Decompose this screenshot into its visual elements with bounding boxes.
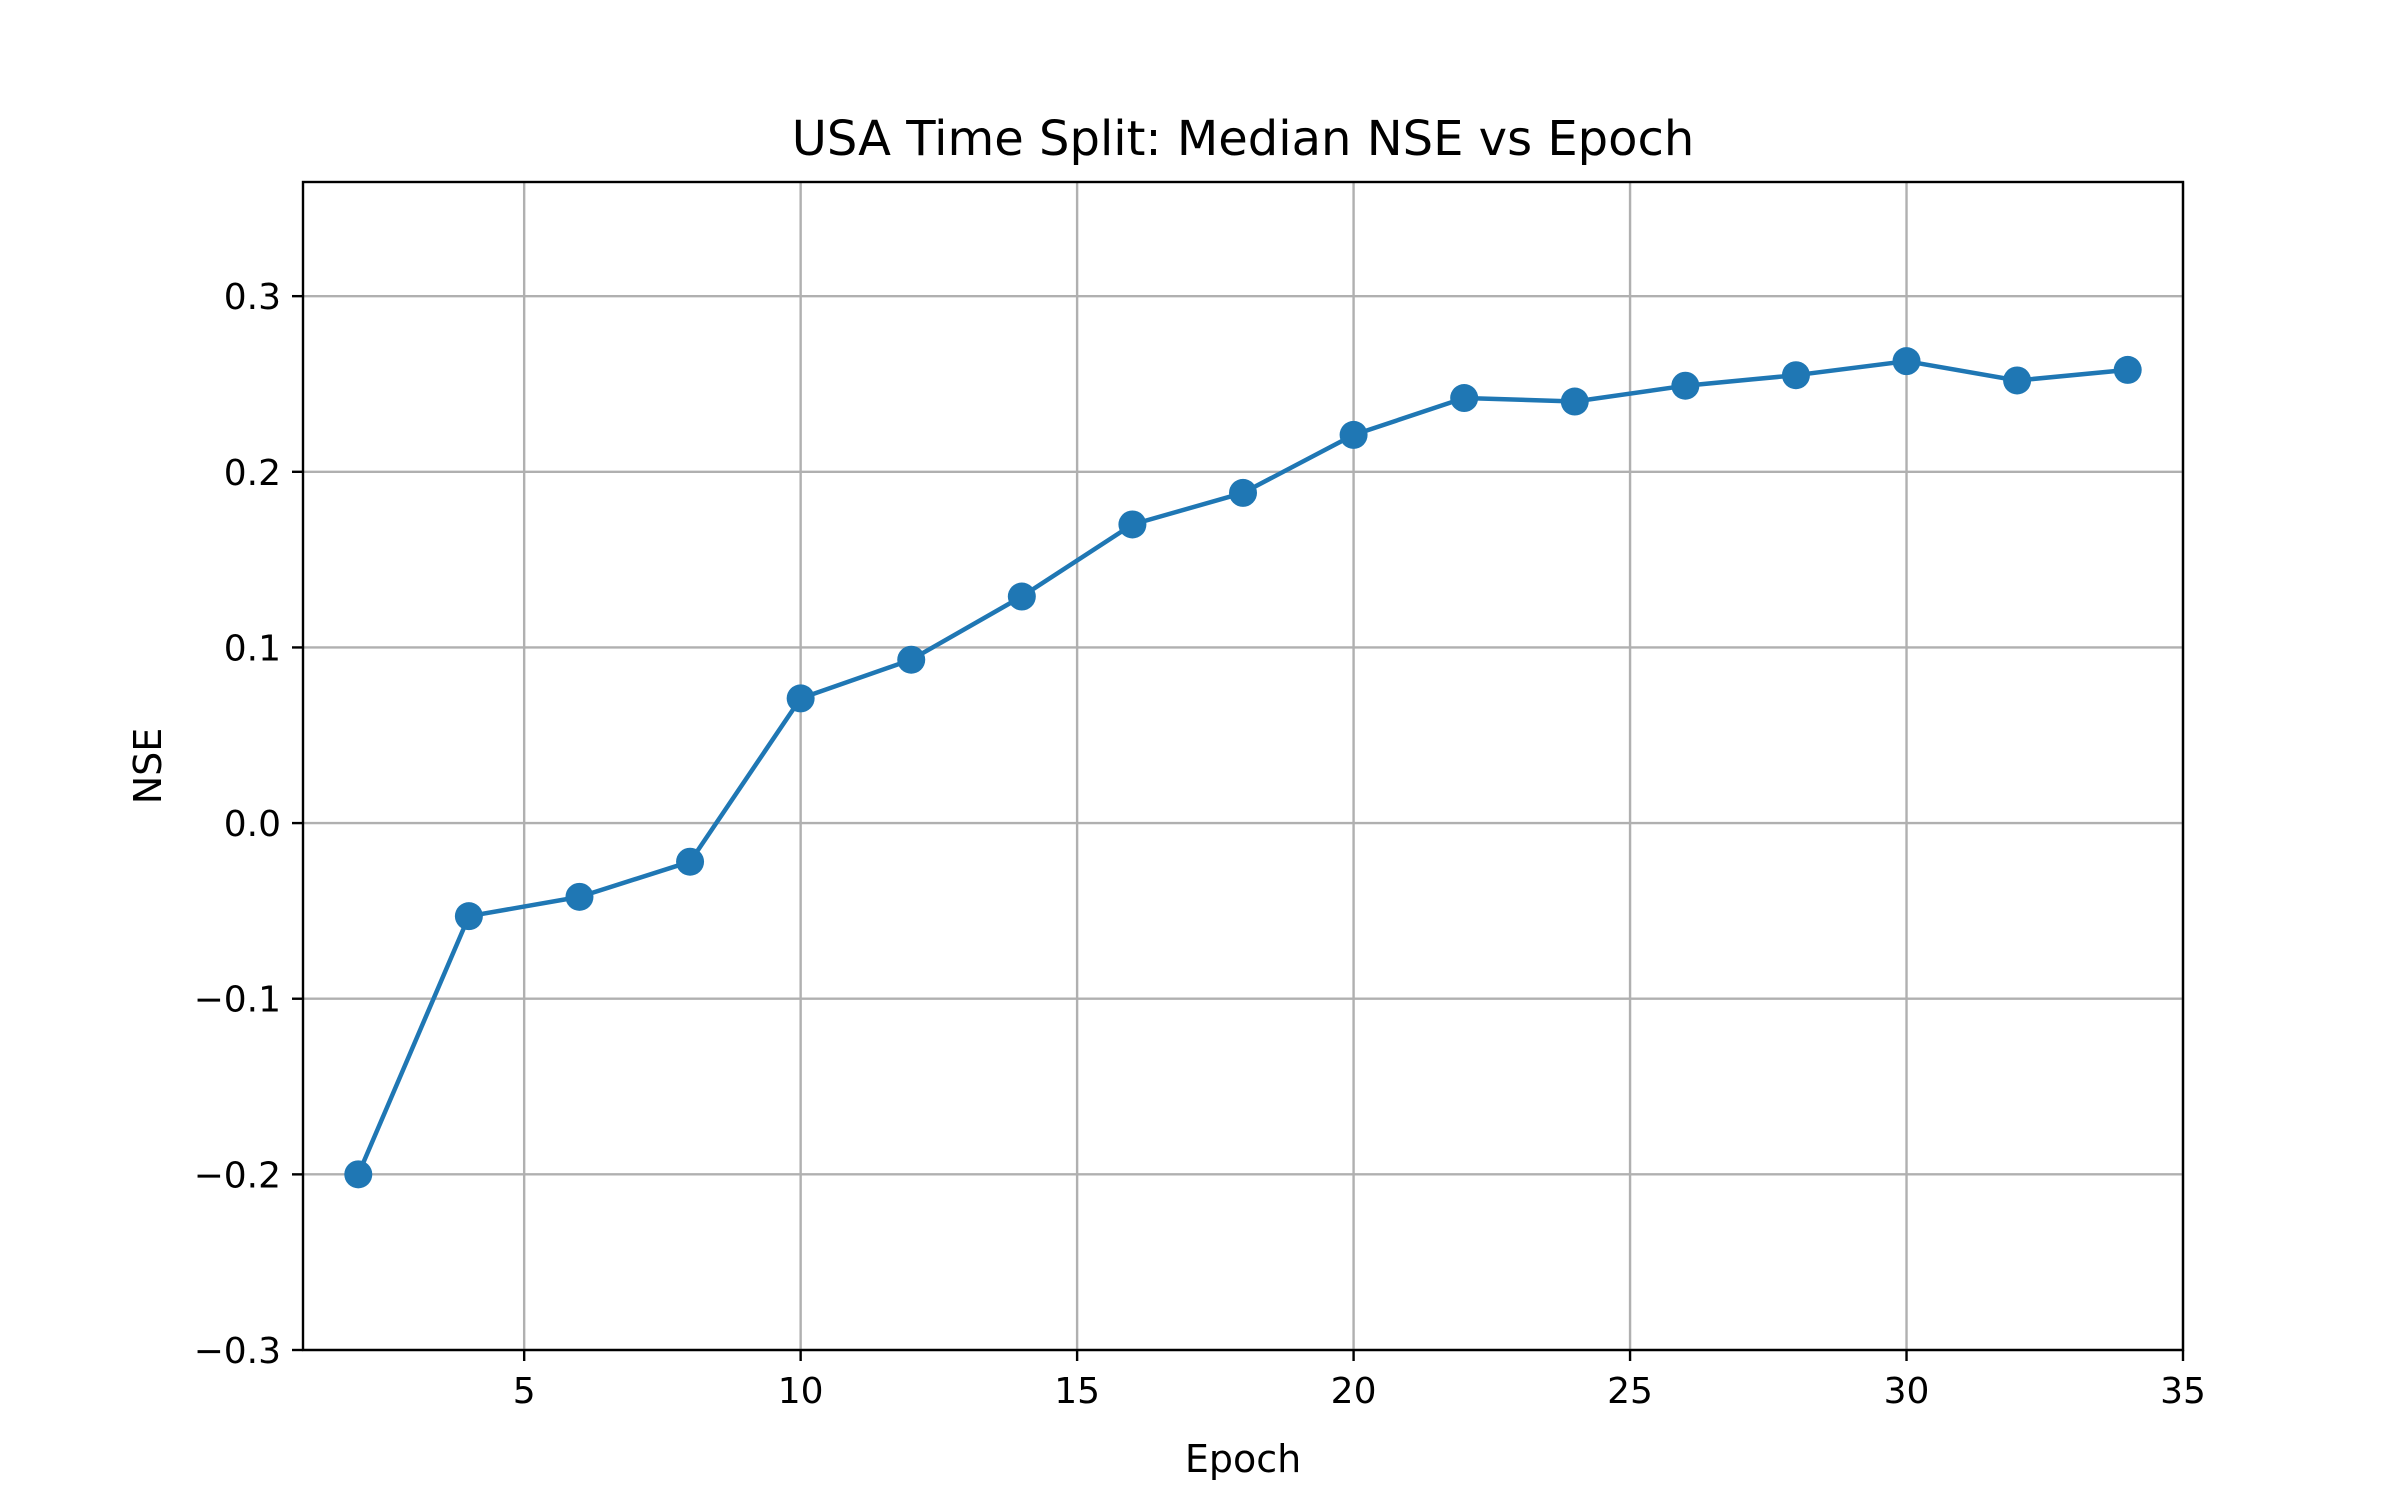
data-point (897, 645, 926, 674)
x-tick-label: 30 (1884, 1371, 1930, 1412)
data-point (565, 882, 594, 911)
data-point (1450, 384, 1479, 413)
grid (303, 182, 2185, 1352)
data-point (1118, 510, 1147, 539)
data-point (786, 684, 815, 713)
ticks: 5 10 15 20 25 30 35 −0.3 −0.2 −0.1 0.0 0.1 0.2 0.3 (194, 277, 2206, 1412)
y-tick-label: −0.2 (194, 1155, 281, 1196)
data-point (2003, 366, 2032, 395)
data-point (454, 902, 483, 931)
x-tick-label: 10 (778, 1371, 824, 1412)
data-point (344, 1160, 373, 1189)
axes-frame (301, 180, 2185, 1352)
x-tick-label: 20 (1331, 1371, 1377, 1412)
y-tick-label: 0.1 (224, 628, 281, 669)
data-point (2113, 355, 2142, 384)
data-point (1007, 582, 1036, 611)
data-point (1781, 361, 1810, 390)
y-tick-label: 0.0 (224, 804, 281, 845)
y-axis-title: NSE (126, 728, 170, 805)
y-tick-label: −0.1 (194, 980, 281, 1021)
data-point (1892, 347, 1921, 376)
x-tick-label: 35 (2160, 1371, 2206, 1412)
data-point (1229, 478, 1257, 507)
x-tick-label: 15 (1054, 1371, 1100, 1412)
x-axis-title: Epoch (1185, 1437, 1301, 1481)
y-tick-label: 0.2 (224, 453, 281, 494)
y-tick-label: −0.3 (194, 1331, 281, 1372)
x-tick-label: 25 (1607, 1371, 1653, 1412)
data-point (676, 847, 705, 876)
data-point (1339, 420, 1368, 449)
series-layer (344, 347, 2142, 1189)
chart-title: USA Time Split: Median NSE vs Epoch (792, 111, 1695, 167)
x-tick-label: 5 (513, 1371, 536, 1412)
data-point (1560, 387, 1589, 416)
y-tick-label: 0.3 (224, 277, 281, 318)
data-point (1671, 371, 1700, 400)
